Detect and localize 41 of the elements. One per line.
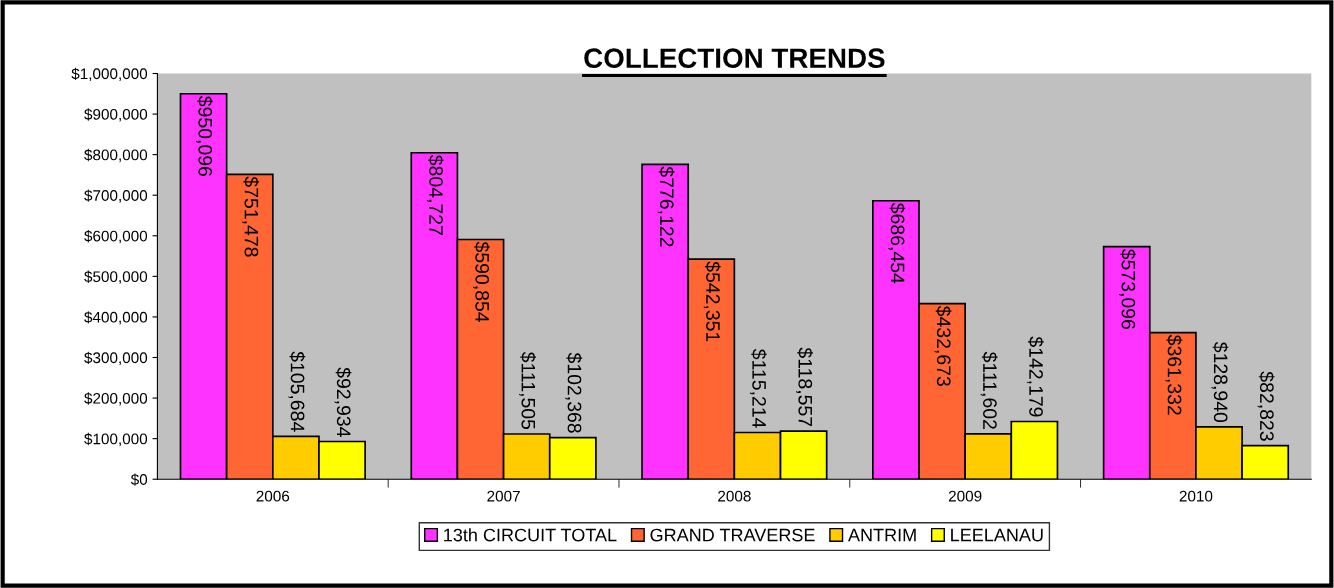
x-tick-label: 2010 xyxy=(1179,490,1213,502)
data-label: $118,557 xyxy=(796,347,813,427)
data-label: $542,351 xyxy=(703,261,721,342)
data-label: $128,940 xyxy=(1211,341,1229,423)
data-label: $105,684 xyxy=(288,351,306,432)
legend-label: LEELANAU xyxy=(951,528,1043,542)
data-label: $82,823 xyxy=(1257,371,1275,441)
data-label: $142,179 xyxy=(1026,336,1044,417)
y-tick-label: $600,000 xyxy=(84,230,148,244)
y-tick-label: $900,000 xyxy=(84,108,148,122)
x-tick-label: 2007 xyxy=(487,490,520,502)
data-label: $950,096 xyxy=(196,95,213,177)
y-tick-label: $800,000 xyxy=(84,148,148,163)
y-tick-label: $500,000 xyxy=(84,270,148,284)
data-label: $361,332 xyxy=(1165,334,1183,415)
legend-label: 13th CIRCUIT TOTAL xyxy=(444,528,617,542)
data-label: $432,673 xyxy=(934,305,952,386)
x-tick-label: 2009 xyxy=(948,490,982,502)
data-label: $776,122 xyxy=(657,166,675,247)
data-label: $102,368 xyxy=(565,352,583,433)
y-tick-label: $700,000 xyxy=(84,189,148,203)
x-tick-label: 2006 xyxy=(256,490,290,502)
y-tick-label: $100,000 xyxy=(84,432,148,447)
data-label: $92,934 xyxy=(334,367,352,437)
legend-label: GRAND TRAVERSE xyxy=(650,528,815,542)
legend-label: ANTRIM xyxy=(848,528,916,542)
y-tick-label: $400,000 xyxy=(84,311,148,325)
data-label: $590,854 xyxy=(472,241,490,323)
x-tick-label: 2008 xyxy=(718,490,751,502)
y-tick-label: $1,000,000 xyxy=(71,67,148,81)
data-label: $751,478 xyxy=(242,176,260,257)
data-label: $115,214 xyxy=(749,348,767,428)
data-label: $111,602 xyxy=(980,351,998,429)
chart-title: COLLECTION TRENDS xyxy=(584,48,885,69)
data-label: $804,727 xyxy=(426,154,444,235)
y-tick-label: $0 xyxy=(130,473,148,486)
y-tick-label: $300,000 xyxy=(84,351,148,365)
data-label: $111,505 xyxy=(519,351,537,430)
data-label: $573,096 xyxy=(1119,248,1137,329)
y-tick-label: $200,000 xyxy=(84,392,148,406)
data-label: $686,454 xyxy=(888,202,906,284)
